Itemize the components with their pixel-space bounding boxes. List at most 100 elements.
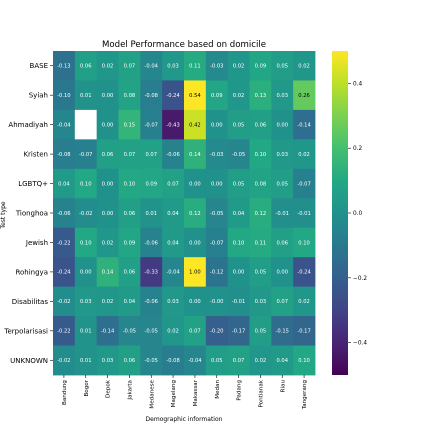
heatmap-cell (96, 257, 119, 288)
heatmap-cell (74, 51, 98, 81)
heatmap-cell (140, 286, 163, 317)
cell-value-label: -0.06 (145, 240, 158, 246)
heatmap-cell (227, 227, 250, 258)
cell-value-label: 0.07 (189, 329, 201, 335)
cell-value-label: -0.24 (297, 270, 311, 276)
cell-value-label: -0.07 (145, 122, 158, 128)
cell-value-label: 0.10 (233, 240, 245, 246)
heatmap-cell (293, 316, 316, 346)
cell-value-label: -0.03 (210, 152, 223, 158)
x-tick-label: Makassar (193, 379, 199, 406)
y-tick-label: Tionghoa (15, 210, 48, 218)
heatmap-cells: -0.13 0.06 0.02 0.07 -0.04 0.03 0.11 -0.03 0.02 0… (53, 51, 316, 376)
heatmap-cell (293, 257, 316, 288)
colorbar-tick-label: 0.4 (353, 81, 363, 87)
heatmap-cell (293, 286, 316, 317)
cell-value-label: 0.00 (189, 240, 201, 246)
cell-value-label: 0.00 (211, 181, 223, 187)
cell-value-label: 0.07 (167, 181, 179, 187)
heatmap-cell (162, 139, 185, 170)
cell-value-label: 0.06 (80, 64, 92, 70)
heatmap-cell (249, 168, 272, 199)
chart-title: Model Performance based on domicile (102, 40, 266, 50)
heatmap-cell (184, 227, 207, 258)
heatmap-cell (162, 80, 185, 111)
heatmap-cell (293, 139, 316, 170)
cell-value-label: 0.09 (255, 64, 267, 70)
heatmap-cell (96, 316, 119, 346)
cell-value-label: -0.02 (79, 211, 92, 217)
heatmap-cell (205, 345, 229, 376)
x-tick-label: Bogor (84, 379, 90, 396)
cell-value-label: -0.20 (210, 329, 223, 335)
cell-value-label: 0.08 (124, 93, 136, 99)
cell-value-label: -0.08 (166, 358, 179, 364)
heatmap-cell (53, 316, 76, 346)
heatmap-cell (293, 109, 316, 140)
heatmap-cell (205, 257, 229, 288)
heatmap-cell (205, 109, 229, 140)
heatmap-cell (96, 109, 119, 140)
cell-value-label: 0.04 (167, 240, 179, 246)
heatmap-cell (162, 345, 185, 376)
cell-value-label: 0.04 (276, 358, 288, 364)
y-tick-label: Kristen (23, 151, 48, 159)
heatmap-cell (96, 198, 119, 229)
heatmap-cell (96, 51, 119, 81)
x-tick-label: Tangerang (302, 380, 308, 411)
heatmap-cell (140, 51, 163, 81)
heatmap-cell (74, 227, 98, 258)
y-tick-label: BASE (30, 62, 48, 70)
heatmap-cell (293, 198, 316, 229)
cell-value-label: -0.12 (210, 270, 223, 276)
heatmap-cell (118, 139, 141, 170)
heatmap-cell (140, 257, 163, 288)
cell-value-label: 0.09 (124, 240, 136, 246)
cell-value-label: -0.22 (57, 240, 70, 246)
heatmap-cell (184, 345, 207, 376)
cell-value-label: 0.05 (276, 181, 288, 187)
cell-value-label: -0.07 (210, 240, 223, 246)
heatmap-cell (140, 139, 163, 170)
heatmap-cell-missing (74, 109, 98, 140)
cell-value-label: 0.02 (167, 329, 179, 335)
cell-value-label: 0.11 (189, 64, 201, 70)
cell-value-label: 0.54 (189, 93, 201, 99)
cell-value-label: 0.03 (255, 299, 267, 305)
cell-value-label: 0.00 (276, 122, 288, 128)
y-tick-label: UNKNOWN (10, 357, 48, 365)
heatmap-cell (162, 51, 185, 81)
x-tick-label: Medan (215, 380, 221, 399)
cell-value-label: 0.02 (298, 64, 310, 70)
heatmap-cell (184, 51, 207, 81)
heatmap-cell (271, 316, 294, 346)
heatmap-cell (184, 257, 207, 288)
cell-value-label: 0.02 (233, 64, 245, 70)
colorbar-ticks: 0.4 0.2 0.0 −0.2 −0.4 (348, 81, 367, 347)
cell-value-label: 0.01 (80, 329, 92, 335)
heatmap-cell (205, 316, 229, 346)
heatmap-cell (140, 316, 163, 346)
y-tick-label: Ahmadiyah (8, 121, 48, 129)
cell-value-label: -0.07 (297, 181, 310, 187)
cell-value-label: -0.06 (57, 211, 70, 217)
heatmap-cell (227, 168, 250, 199)
heatmap-cell (227, 109, 250, 140)
cell-value-label: 0.13 (255, 93, 267, 99)
x-tick-label: Pontianak (258, 379, 264, 407)
heatmap-cell (271, 80, 294, 111)
heatmap-cell (184, 168, 207, 199)
heatmap-cell (74, 257, 98, 288)
cell-value-label: -0.04 (188, 358, 202, 364)
heatmap-cell (227, 286, 250, 317)
cell-value-label: -0.15 (276, 329, 289, 335)
heatmap-cell (184, 139, 207, 170)
heatmap-cell (162, 198, 185, 229)
heatmap-cell (53, 139, 76, 170)
cell-value-label: 0.06 (124, 211, 136, 217)
heatmap-cell (74, 198, 98, 229)
cell-value-label: 0.02 (102, 64, 114, 70)
cell-value-label: 0.15 (124, 122, 136, 128)
cell-value-label: 0.02 (102, 299, 114, 305)
cell-value-label: 0.10 (298, 358, 310, 364)
